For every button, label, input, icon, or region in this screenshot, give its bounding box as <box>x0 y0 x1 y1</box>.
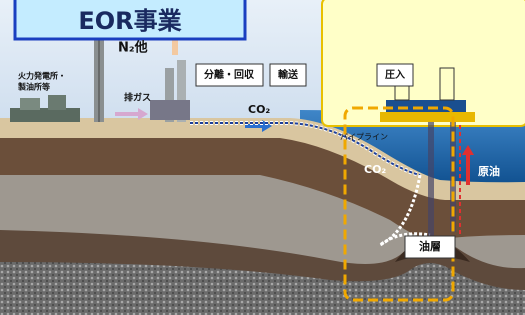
exhaust-label: 排ガス <box>124 92 151 104</box>
reservoir-label: 油層 <box>419 239 441 253</box>
co2-label: CO₂ <box>248 103 270 116</box>
plant-label: 火力発電所・ <box>18 71 66 81</box>
pipeline-label: パイプライン <box>340 133 388 142</box>
separation-label: 分離・回収 <box>204 68 255 81</box>
transport-label: 輸送 <box>278 68 299 81</box>
crude-oil-label: 原油 <box>478 164 500 178</box>
n2-label: N₂他 <box>118 40 148 56</box>
plant-label: 製油所等 <box>17 82 50 92</box>
injection-label: 圧入 <box>385 69 405 81</box>
co2-injected-label: CO₂ <box>364 163 386 176</box>
title: EOR事業 <box>78 7 181 35</box>
diagram: EOR事業 N₂他 火力発電所・ 製油所等 排ガス 分離・回収 輸送 CO₂ 圧… <box>0 0 525 315</box>
